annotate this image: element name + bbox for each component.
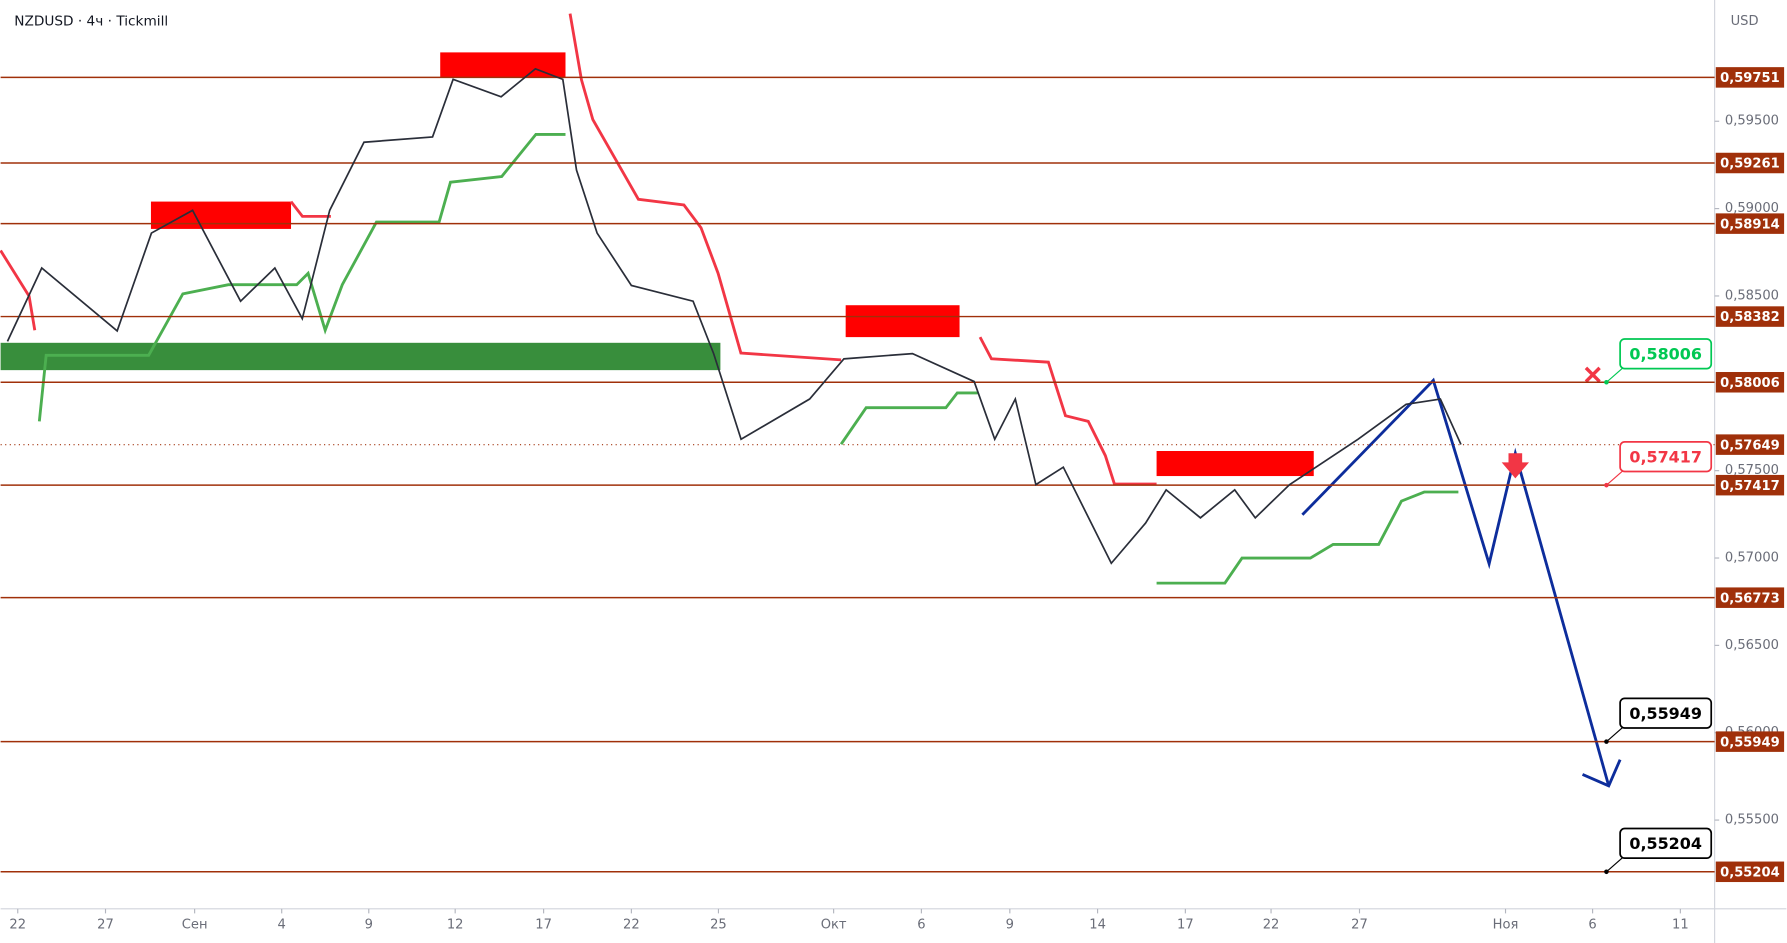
y-tick-label: 0,59000: [1725, 201, 1779, 216]
last-price-box: [1715, 434, 1785, 455]
x-tick-label: 22: [9, 917, 26, 932]
level-label: 0,58006: [1720, 376, 1780, 391]
callout-label: 0,55204: [1629, 834, 1702, 853]
cross-icon: [1584, 366, 1601, 383]
level-label: 0,57417: [1720, 479, 1780, 494]
callout-anchor: [1604, 739, 1609, 744]
down-arrow-icon: [1501, 453, 1529, 479]
callout-label: 0,57417: [1629, 447, 1702, 466]
x-tick-label: 9: [365, 917, 373, 932]
level-box: [1715, 67, 1785, 88]
x-tick-label: 4: [278, 917, 286, 932]
callout-anchor: [1604, 482, 1609, 488]
callout-box: [1619, 827, 1713, 859]
x-tick-label: 17: [535, 917, 552, 932]
level-label: 0,59261: [1720, 157, 1780, 172]
supply-zone: [1156, 451, 1314, 477]
level-box: [1715, 474, 1785, 496]
supertrend-up: [1156, 490, 1459, 585]
callout-pointer: [1606, 855, 1626, 873]
supertrend-down: [568, 13, 842, 362]
x-tick-label: Ноя: [1493, 917, 1519, 932]
x-tick-label: 22: [1263, 917, 1280, 932]
chart-title: NZDUSD · 4ч · Tickmill: [14, 14, 168, 30]
last-price-label: 0,57649: [1720, 438, 1780, 453]
callout-pointer: [1606, 365, 1626, 383]
x-tick-label: Окт: [821, 917, 847, 932]
y-tick-label: 0,59500: [1725, 114, 1779, 129]
callout-pointer: [1606, 468, 1626, 486]
currency-label: USD: [1731, 14, 1759, 29]
level-box: [1715, 372, 1785, 393]
supply-zone: [845, 305, 960, 338]
x-tick-label: Сен: [182, 917, 208, 932]
supertrend-up: [37, 132, 566, 422]
supply-zone: [150, 201, 292, 229]
x-tick-label: 9: [1006, 917, 1014, 932]
level-label: 0,59751: [1720, 71, 1780, 86]
callout-box: [1619, 441, 1713, 473]
x-tick-label: 27: [1351, 917, 1368, 932]
y-tick-label: 0,56500: [1725, 638, 1779, 653]
x-tick-label: 11: [1672, 917, 1689, 932]
x-tick-label: 6: [1588, 917, 1596, 932]
x-tick-label: 22: [623, 917, 640, 932]
level-box: [1715, 587, 1785, 608]
x-tick-label: 6: [917, 917, 925, 932]
x-tick-label: 17: [1177, 917, 1194, 932]
callout-box: [1619, 338, 1713, 370]
y-tick-label: 0,58500: [1725, 288, 1779, 303]
level-box: [1715, 861, 1785, 883]
level-label: 0,58914: [1720, 217, 1780, 232]
price-line: [6, 67, 1462, 565]
level-label: 0,56773: [1720, 591, 1780, 606]
x-tick-label: 27: [97, 917, 114, 932]
x-tick-label: 12: [447, 917, 464, 932]
callout-label: 0,58006: [1629, 344, 1702, 363]
level-box: [1715, 306, 1785, 327]
supertrend-down: [978, 336, 1157, 486]
y-tick-label: 0,57500: [1725, 463, 1779, 478]
level-box: [1715, 152, 1785, 174]
level-box: [1715, 731, 1785, 752]
level-box: [1715, 213, 1785, 234]
callout-pointer: [1606, 725, 1626, 743]
callout-label: 0,55949: [1629, 704, 1702, 723]
callout-anchor: [1604, 379, 1609, 385]
level-label: 0,55204: [1720, 865, 1780, 880]
x-tick-label: 25: [710, 917, 727, 932]
callout-box: [1619, 697, 1713, 729]
level-label: 0,58382: [1720, 310, 1780, 325]
projection-arrowhead: [1581, 759, 1622, 788]
supertrend-down: [289, 200, 331, 218]
supertrend-up: [839, 391, 978, 445]
level-label: 0,55949: [1720, 735, 1780, 750]
callout-anchor: [1604, 869, 1609, 875]
y-tick-label: 0,57000: [1725, 551, 1779, 566]
y-tick-label: 0,55500: [1725, 813, 1779, 828]
x-tick-label: 14: [1089, 917, 1106, 932]
projection-path: [1301, 377, 1611, 787]
